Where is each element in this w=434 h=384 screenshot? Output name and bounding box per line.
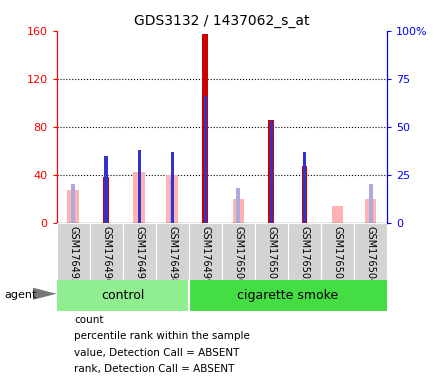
Bar (364, 199, 375, 223)
Bar (236, 188, 240, 223)
Text: GSM176495: GSM176495 (68, 225, 78, 285)
Bar (137, 150, 141, 223)
Text: agent: agent (4, 290, 36, 300)
Bar (71, 184, 75, 223)
Bar (203, 96, 207, 223)
Text: GSM176498: GSM176498 (167, 225, 177, 285)
Bar (56, 280, 188, 311)
Bar (320, 223, 353, 280)
Bar (269, 121, 273, 223)
Text: GSM176501: GSM176501 (266, 225, 276, 285)
Text: cigarette smoke: cigarette smoke (237, 289, 338, 302)
Polygon shape (33, 288, 56, 300)
Text: GSM176499: GSM176499 (200, 225, 210, 285)
Bar (122, 223, 155, 280)
Text: value, Detection Call = ABSENT: value, Detection Call = ABSENT (74, 348, 239, 358)
Bar (353, 223, 386, 280)
Bar (302, 152, 306, 223)
Bar (188, 223, 221, 280)
Bar (301, 166, 307, 223)
Bar (133, 172, 145, 223)
Bar (170, 179, 174, 223)
Text: GSM176503: GSM176503 (332, 225, 342, 285)
Bar (155, 223, 188, 280)
Text: GSM176502: GSM176502 (299, 225, 309, 285)
Bar (89, 223, 122, 280)
Text: rank, Detection Call = ABSENT: rank, Detection Call = ABSENT (74, 364, 234, 374)
Bar (188, 280, 386, 311)
Bar (56, 223, 89, 280)
Bar (103, 177, 109, 223)
Bar (104, 156, 108, 223)
Bar (170, 152, 174, 223)
Text: percentile rank within the sample: percentile rank within the sample (74, 331, 249, 341)
Text: control: control (101, 289, 144, 302)
Text: GSM176500: GSM176500 (233, 225, 243, 285)
Text: GSM176497: GSM176497 (134, 225, 144, 285)
Bar (331, 206, 342, 223)
Bar (166, 175, 178, 223)
Bar (221, 223, 254, 280)
Text: GSM176504: GSM176504 (365, 225, 375, 285)
Text: count: count (74, 315, 103, 325)
Bar (254, 223, 287, 280)
Bar (232, 199, 243, 223)
Title: GDS3132 / 1437062_s_at: GDS3132 / 1437062_s_at (134, 14, 309, 28)
Bar (368, 184, 372, 223)
Bar (67, 190, 79, 223)
Text: GSM176496: GSM176496 (101, 225, 111, 285)
Bar (268, 119, 274, 223)
Bar (287, 223, 320, 280)
Bar (202, 34, 208, 223)
